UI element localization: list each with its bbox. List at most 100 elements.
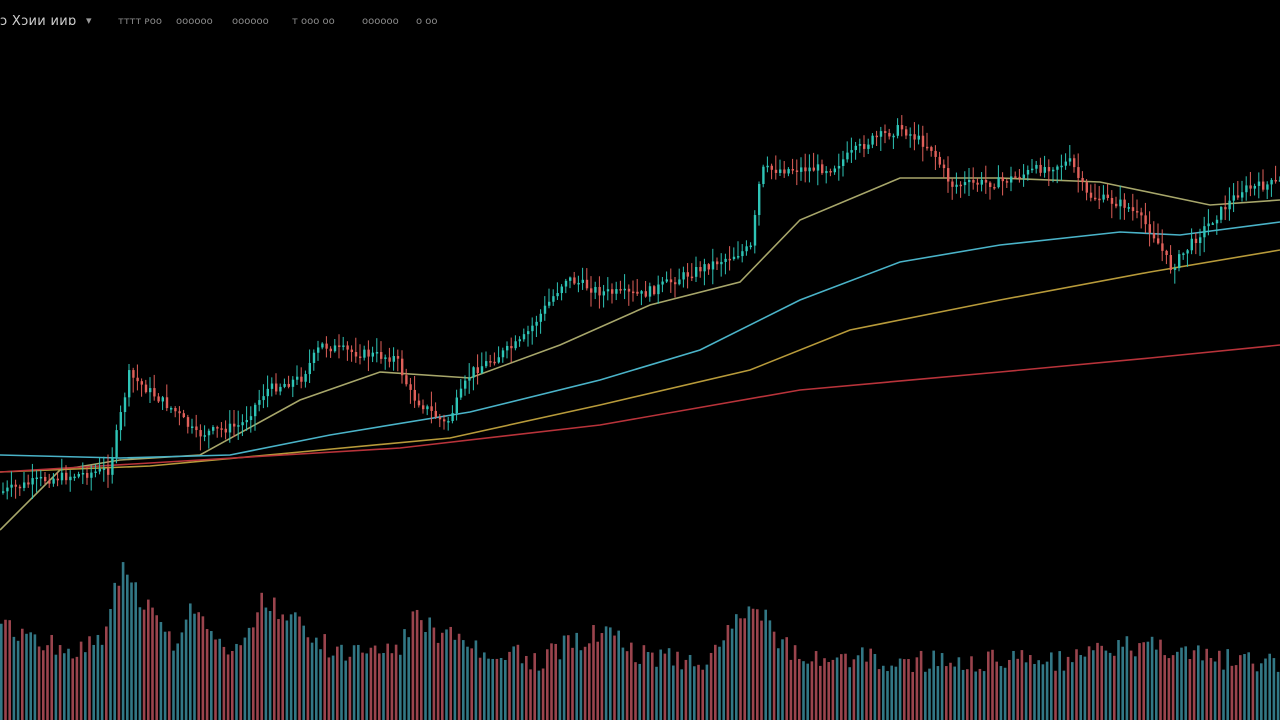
- candle: [1073, 154, 1076, 173]
- candle: [472, 366, 475, 391]
- timeframe-tab-2[interactable]: ᴏᴏᴏᴏᴏᴏ: [176, 16, 213, 27]
- candle: [1144, 202, 1147, 234]
- candle: [455, 389, 458, 421]
- volume-bar: [840, 654, 843, 720]
- candle: [245, 406, 248, 431]
- candle-body: [905, 129, 908, 136]
- volume-bar: [583, 646, 587, 720]
- volume-bar: [84, 652, 87, 720]
- candle: [812, 152, 815, 172]
- candle-body: [1207, 223, 1210, 227]
- symbol-title[interactable]: ɔ Xɔᴎᴎ ᴎᴎɒ: [0, 14, 77, 29]
- candle: [304, 370, 307, 388]
- candle: [627, 284, 631, 306]
- candle: [846, 141, 849, 163]
- candle-body: [266, 388, 269, 397]
- volume-bar: [201, 616, 205, 720]
- volume-bar: [991, 649, 994, 720]
- candle-body: [375, 352, 379, 354]
- candle-body: [443, 419, 446, 422]
- volume-bar: [1020, 650, 1024, 720]
- candle-body: [14, 484, 17, 487]
- timeframe-tab-5[interactable]: ᴏᴏᴏᴏᴏᴏ: [362, 16, 399, 27]
- candle-body: [459, 388, 463, 398]
- candle-body: [195, 426, 198, 431]
- candle-body: [81, 472, 85, 475]
- candle: [480, 352, 484, 375]
- candle: [842, 150, 845, 177]
- candle-body: [132, 370, 135, 378]
- volume-bar: [571, 647, 574, 720]
- candle: [833, 165, 836, 175]
- candle-body: [220, 428, 223, 430]
- timeframe-tab-4[interactable]: ᴛ ᴏᴏᴏ ᴏᴏ: [292, 16, 335, 27]
- candle-body: [472, 367, 475, 378]
- candle: [1186, 248, 1189, 267]
- volume-bar: [621, 647, 625, 720]
- volume-bar: [562, 635, 566, 720]
- timeframe-tab-6[interactable]: ᴏ ᴏᴏ: [416, 16, 438, 27]
- candle-body: [711, 261, 715, 270]
- volume-bar: [1003, 667, 1007, 720]
- candle: [170, 406, 173, 413]
- volume-bar: [386, 643, 389, 720]
- ma-fast-line: [0, 177, 1280, 531]
- volume-bar: [982, 671, 986, 720]
- candle: [443, 414, 446, 430]
- volume-bar: [1125, 636, 1129, 720]
- candle: [1131, 193, 1135, 221]
- candle: [947, 156, 950, 193]
- candle: [1001, 172, 1004, 196]
- volume-bar: [1037, 660, 1040, 720]
- candle-body: [287, 383, 290, 387]
- volume-bar: [378, 653, 381, 720]
- candle: [829, 168, 832, 177]
- candle: [1039, 157, 1042, 177]
- candle-body: [783, 169, 786, 174]
- volume-bar: [1197, 645, 1200, 720]
- volume-bar: [688, 654, 692, 720]
- volume-bar: [667, 648, 671, 720]
- candle-body: [1110, 197, 1114, 204]
- volume-bar: [281, 614, 284, 720]
- candle-body: [153, 388, 156, 397]
- candle: [598, 276, 601, 309]
- candle-body: [233, 423, 236, 427]
- volume-bar: [718, 646, 721, 720]
- candle: [237, 410, 240, 440]
- candle-body: [270, 383, 274, 389]
- candle: [422, 399, 425, 414]
- candle: [73, 473, 76, 481]
- symbol-dropdown-icon[interactable]: ▾: [86, 14, 92, 27]
- candle: [695, 256, 698, 282]
- volume-bar: [789, 659, 793, 720]
- candle: [1043, 155, 1046, 178]
- volume-bar: [252, 627, 255, 720]
- ma-slow-line: [0, 249, 1280, 473]
- candle: [644, 280, 647, 298]
- volume-bar: [214, 639, 217, 720]
- candle: [888, 128, 891, 140]
- candle-body: [216, 427, 219, 429]
- volume-bar: [1050, 652, 1053, 720]
- volume-bar: [928, 668, 931, 720]
- volume-bar: [415, 609, 419, 720]
- candle: [837, 153, 841, 181]
- candle: [989, 181, 992, 200]
- timeframe-tab-1[interactable]: ᴛᴛᴛᴛ ᴘᴏᴏ: [118, 16, 162, 27]
- candle: [674, 276, 677, 298]
- candle: [560, 284, 563, 301]
- timeframe-tab-3[interactable]: ᴏᴏᴏᴏᴏᴏ: [232, 16, 269, 27]
- candle-body: [543, 305, 547, 314]
- candle: [808, 154, 811, 183]
- candle-body: [1249, 185, 1252, 189]
- candle-body: [1215, 219, 1219, 224]
- volume-bar: [1276, 671, 1280, 720]
- volume-bar: [113, 582, 116, 720]
- candle-body: [573, 277, 576, 284]
- volume-bar: [441, 632, 444, 720]
- volume-bar: [319, 649, 322, 720]
- volume-bar: [785, 637, 788, 720]
- candle-body: [136, 377, 139, 382]
